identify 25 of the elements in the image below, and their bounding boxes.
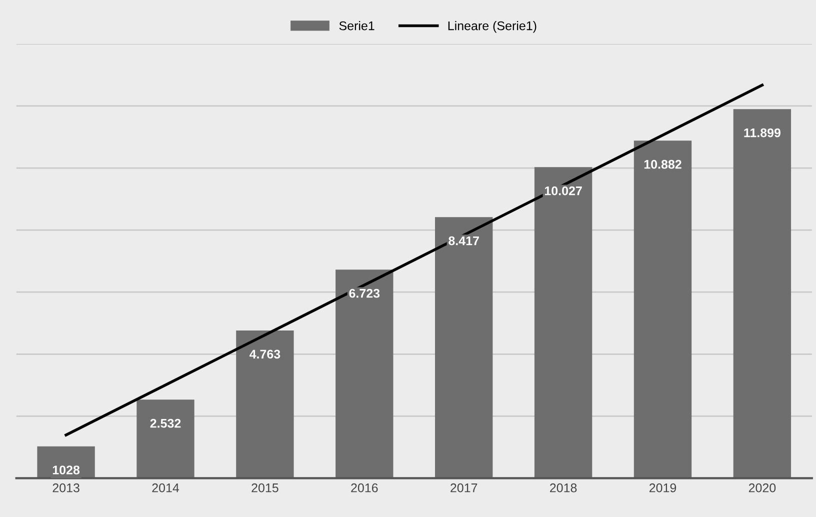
x-tick-label: 2020	[748, 483, 776, 492]
bar	[435, 217, 493, 478]
x-tick-label: 2018	[550, 483, 577, 492]
legend-label: Lineare (Serie1)	[448, 21, 536, 33]
data-label: 6.723	[349, 288, 380, 298]
data-label: 10.882	[644, 160, 682, 169]
data-label: 1028	[52, 466, 80, 474]
bar	[136, 400, 194, 478]
data-label: 11.899	[744, 128, 781, 138]
x-tick-label: 2013	[52, 483, 80, 492]
bar	[733, 109, 792, 478]
data-label: 10.027	[544, 186, 582, 196]
legend-label: Serie1	[339, 21, 374, 30]
bar	[634, 140, 692, 478]
x-tick-label: 2016	[351, 483, 378, 492]
bar	[534, 167, 592, 478]
bar	[236, 330, 294, 478]
bar	[336, 270, 394, 478]
x-tick-label: 2019	[649, 483, 676, 492]
x-tick-label: 2014	[152, 483, 180, 492]
data-label: 8.417	[448, 236, 479, 246]
x-tick-label: 2017	[450, 483, 478, 492]
data-label: 4.763	[249, 350, 280, 359]
data-label: 2.532	[150, 418, 181, 428]
x-tick-label: 2015	[252, 483, 278, 492]
